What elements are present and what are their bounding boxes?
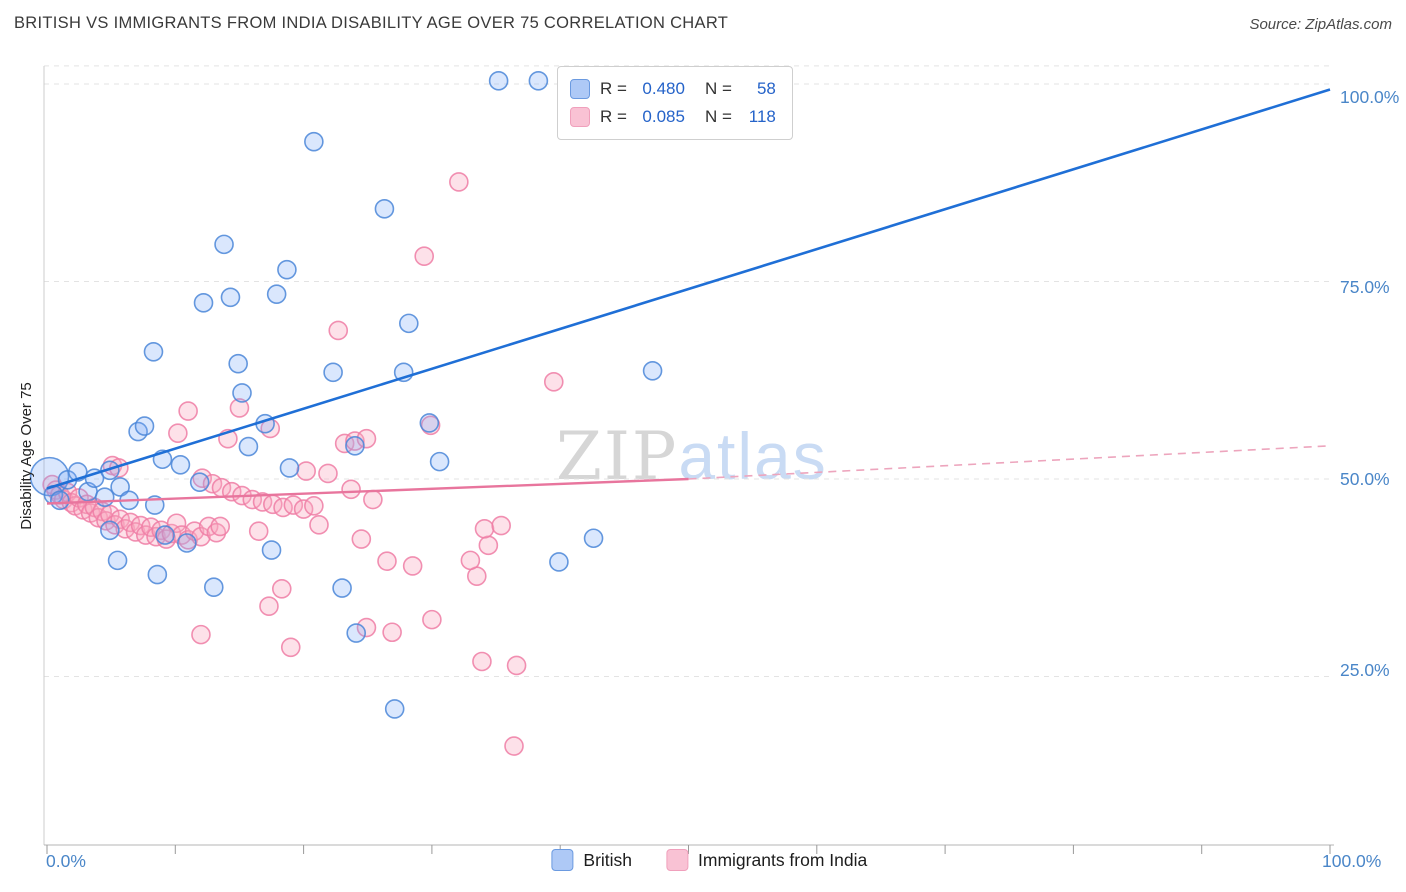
r-label: R =: [600, 107, 627, 126]
r-value: 0.085: [642, 107, 685, 126]
india-swatch-icon: [570, 107, 590, 127]
legend-row-british: R = 0.480 N = 58: [570, 75, 776, 103]
legend-label-india: Immigrants from India: [698, 849, 868, 870]
watermark-atlas: atlas: [678, 419, 828, 493]
british-swatch-icon: [570, 79, 590, 99]
r-value: 0.480: [642, 79, 685, 98]
legend-label-british: British: [583, 849, 633, 870]
y-axis-title: Disability Age Over 75: [18, 382, 35, 530]
r-label: R =: [600, 79, 627, 98]
x-tick-100: 100.0%: [1322, 851, 1382, 871]
y-tick-75: 75.0%: [1340, 277, 1390, 297]
india-swatch-icon: [666, 849, 689, 871]
n-value: 58: [756, 79, 776, 98]
series-legend: British Immigrants from India: [551, 849, 867, 871]
y-tick-100: 100.0%: [1340, 87, 1400, 107]
n-label: N =: [704, 79, 732, 98]
page-title: BRITISH VS IMMIGRANTS FROM INDIA DISABIL…: [14, 14, 729, 32]
n-label: N =: [704, 107, 732, 126]
legend-item-india: Immigrants from India: [666, 849, 867, 871]
y-tick-25: 25.0%: [1340, 660, 1390, 680]
source-credit: Source: ZipAtlas.com: [1249, 16, 1392, 33]
correlation-legend-box: R = 0.480 N = 58 R = 0.085 N = 118: [557, 66, 793, 140]
y-tick-50: 50.0%: [1340, 469, 1390, 489]
legend-item-british: British: [551, 849, 632, 871]
british-swatch-icon: [551, 849, 574, 871]
legend-row-india: R = 0.085 N = 118: [570, 103, 776, 131]
n-value: 118: [748, 107, 776, 126]
x-tick-0: 0.0%: [46, 851, 86, 871]
